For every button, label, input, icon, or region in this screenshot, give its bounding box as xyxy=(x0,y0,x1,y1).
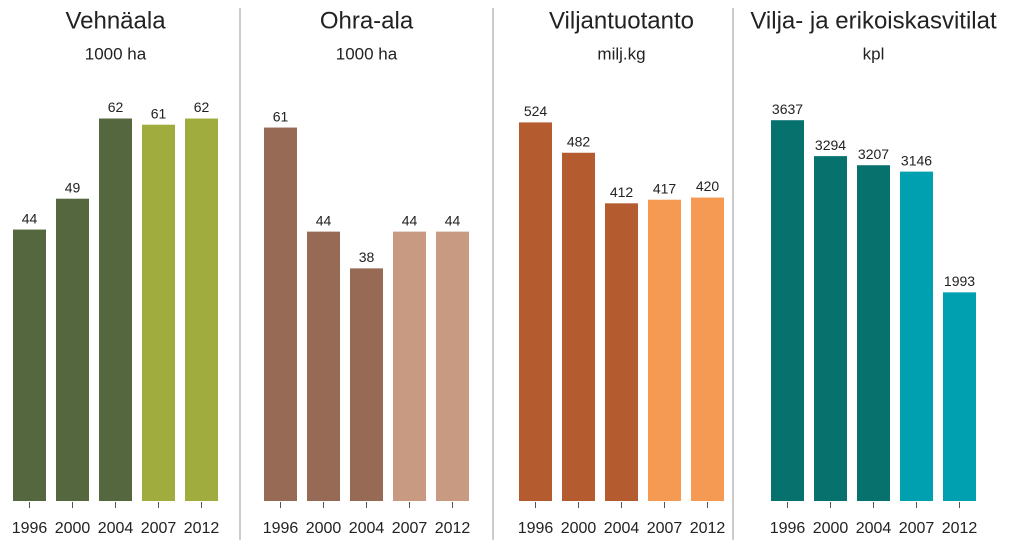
chart-subtitle: milj.kg xyxy=(597,44,645,63)
value-label: 3637 xyxy=(772,101,803,117)
bar xyxy=(900,171,933,501)
bar xyxy=(350,268,383,501)
value-label: 1993 xyxy=(944,273,975,289)
value-label: 44 xyxy=(22,210,38,226)
bar xyxy=(436,231,469,501)
chart-title: Vilja- ja erikoiskasvitilat xyxy=(750,7,997,34)
x-tick-label: 2012 xyxy=(435,520,471,537)
bar xyxy=(185,118,218,501)
bar xyxy=(771,120,804,502)
chart-title: Viljantuotanto xyxy=(549,7,694,34)
chart-title: Ohra-ala xyxy=(320,7,414,34)
value-label: 482 xyxy=(567,133,591,149)
bar xyxy=(393,231,426,501)
bar xyxy=(857,165,890,501)
value-label: 3207 xyxy=(858,146,889,162)
bar xyxy=(519,122,552,502)
bar xyxy=(943,292,976,501)
value-label: 62 xyxy=(108,99,124,115)
bar xyxy=(13,229,46,502)
value-label: 61 xyxy=(273,108,289,124)
value-label: 420 xyxy=(696,178,720,194)
x-tick-label: 2012 xyxy=(690,520,726,537)
value-label: 44 xyxy=(316,212,332,228)
bar xyxy=(562,152,595,501)
value-label: 417 xyxy=(653,180,677,196)
chart-title: Vehnäala xyxy=(65,7,166,34)
bar xyxy=(307,231,340,501)
bar xyxy=(56,198,89,501)
bar xyxy=(99,118,132,501)
bar xyxy=(264,127,297,501)
x-tick-label: 1996 xyxy=(263,520,299,537)
value-label: 44 xyxy=(402,212,418,228)
bar xyxy=(691,197,724,502)
bar xyxy=(142,124,175,501)
value-label: 44 xyxy=(445,212,461,228)
bar xyxy=(648,199,681,501)
x-tick-label: 2012 xyxy=(942,520,978,537)
x-tick-label: 2000 xyxy=(55,520,91,537)
x-tick-label: 2007 xyxy=(899,520,935,537)
chart-subtitle: 1000 ha xyxy=(336,44,398,63)
x-tick-label: 2007 xyxy=(392,520,428,537)
x-tick-label: 2007 xyxy=(647,520,683,537)
value-label: 524 xyxy=(524,103,548,119)
x-tick-label: 2004 xyxy=(349,520,385,537)
value-label: 49 xyxy=(65,179,81,195)
x-tick-label: 2004 xyxy=(856,520,892,537)
x-tick-label: 2000 xyxy=(306,520,342,537)
x-tick-label: 1996 xyxy=(12,520,48,537)
value-label: 3146 xyxy=(901,152,932,168)
value-label: 61 xyxy=(151,105,167,121)
bar xyxy=(814,156,847,501)
x-tick-label: 1996 xyxy=(770,520,806,537)
x-tick-label: 2007 xyxy=(141,520,177,537)
x-tick-label: 2004 xyxy=(604,520,640,537)
x-tick-label: 2004 xyxy=(98,520,134,537)
value-label: 412 xyxy=(610,184,634,200)
bar xyxy=(605,203,638,501)
x-tick-label: 2000 xyxy=(561,520,597,537)
x-tick-label: 2012 xyxy=(184,520,220,537)
chart-subtitle: kpl xyxy=(863,44,885,63)
x-tick-label: 2000 xyxy=(813,520,849,537)
value-label: 3294 xyxy=(815,137,846,153)
value-label: 38 xyxy=(359,249,375,265)
chart-subtitle: 1000 ha xyxy=(85,44,147,63)
value-label: 62 xyxy=(194,99,210,115)
x-tick-label: 1996 xyxy=(518,520,554,537)
